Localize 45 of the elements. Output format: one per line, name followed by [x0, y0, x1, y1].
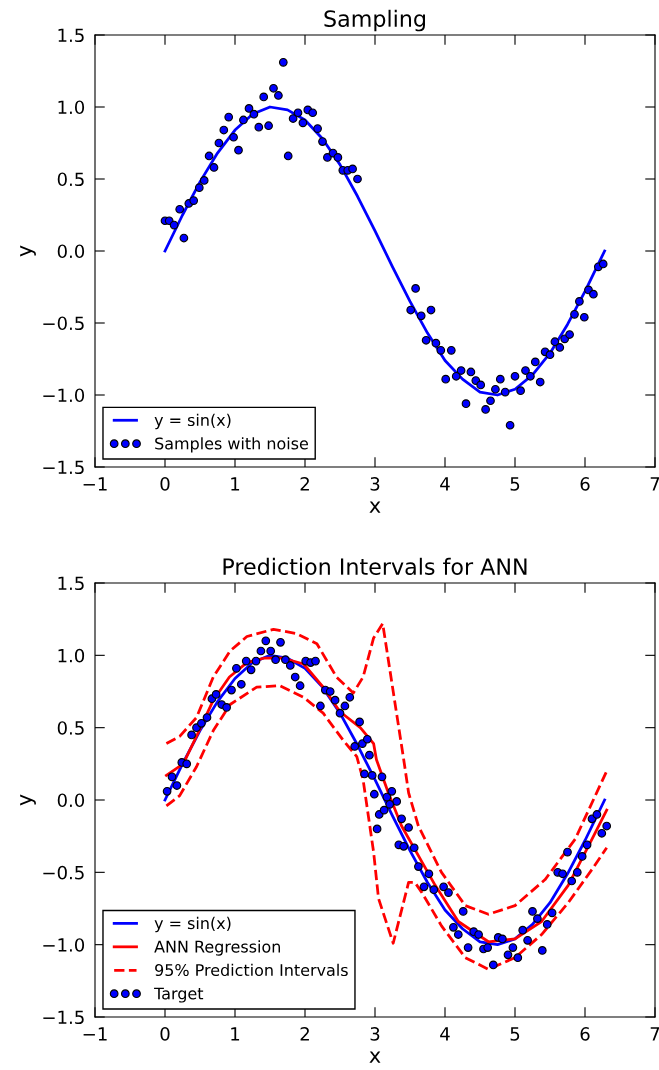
x-tick-label: 2	[300, 1027, 309, 1041]
x-tick-label: 0	[160, 477, 170, 491]
x-tick-label: 7	[650, 1027, 659, 1041]
y-axis-title: y	[20, 794, 36, 806]
x-tick-label: −1	[83, 477, 107, 491]
x-tick-label: −1	[83, 1027, 107, 1041]
y-tick-label: −1.5	[43, 460, 84, 475]
y-tick-label: 1.5	[58, 28, 84, 43]
legend-label: 95% Prediction Intervals	[155, 963, 348, 977]
x-tick-label: 4	[440, 1027, 450, 1041]
x-tick-label: 3	[370, 477, 380, 491]
y-tick-label: 0.5	[57, 721, 84, 735]
y-axis-title: y	[20, 245, 36, 257]
y-tick-label: 1.5	[58, 576, 84, 591]
legend-label: y = sin(x)	[154, 413, 231, 430]
x-tick-label: 1	[231, 477, 240, 491]
y-tick-label: −0.5	[43, 316, 84, 331]
legend-label: Samples with noise	[155, 437, 308, 453]
y-tick-label: −1.0	[43, 388, 85, 403]
y-tick-label: −1.0	[43, 938, 85, 952]
y-tick-label: 1.0	[58, 100, 85, 115]
chart-title: Sampling	[324, 9, 425, 32]
x-tick-label: 0	[160, 1027, 170, 1041]
x-tick-label: 6	[580, 1027, 590, 1041]
x-tick-label: 5	[510, 1027, 520, 1041]
y-tick-label: −0.5	[43, 865, 84, 880]
x-tick-label: 5	[510, 477, 520, 491]
chart-title: Prediction Intervals for ANN	[223, 557, 527, 575]
x-tick-label: 3	[370, 1027, 380, 1041]
y-tick-label: −1.5	[43, 1010, 84, 1025]
x-axis-title: x	[369, 501, 381, 513]
x-tick-label: 4	[440, 477, 450, 491]
y-tick-label: 0.0	[57, 793, 85, 808]
x-tick-label: 7	[650, 477, 659, 491]
x-tick-label: 1	[231, 1027, 240, 1041]
x-tick-label: 6	[580, 477, 590, 491]
y-tick-label: 1.0	[58, 648, 85, 663]
x-axis-title: x	[369, 1051, 381, 1063]
legend-label: ANN Regression	[154, 940, 280, 956]
y-tick-label: 0.0	[57, 244, 85, 259]
line-series	[165, 622, 609, 916]
y-tick-label: 0.5	[57, 172, 84, 187]
legend-label: Target	[154, 987, 204, 1003]
legend-label: y = sin(x)	[154, 916, 231, 933]
x-tick-label: 2	[300, 477, 309, 491]
